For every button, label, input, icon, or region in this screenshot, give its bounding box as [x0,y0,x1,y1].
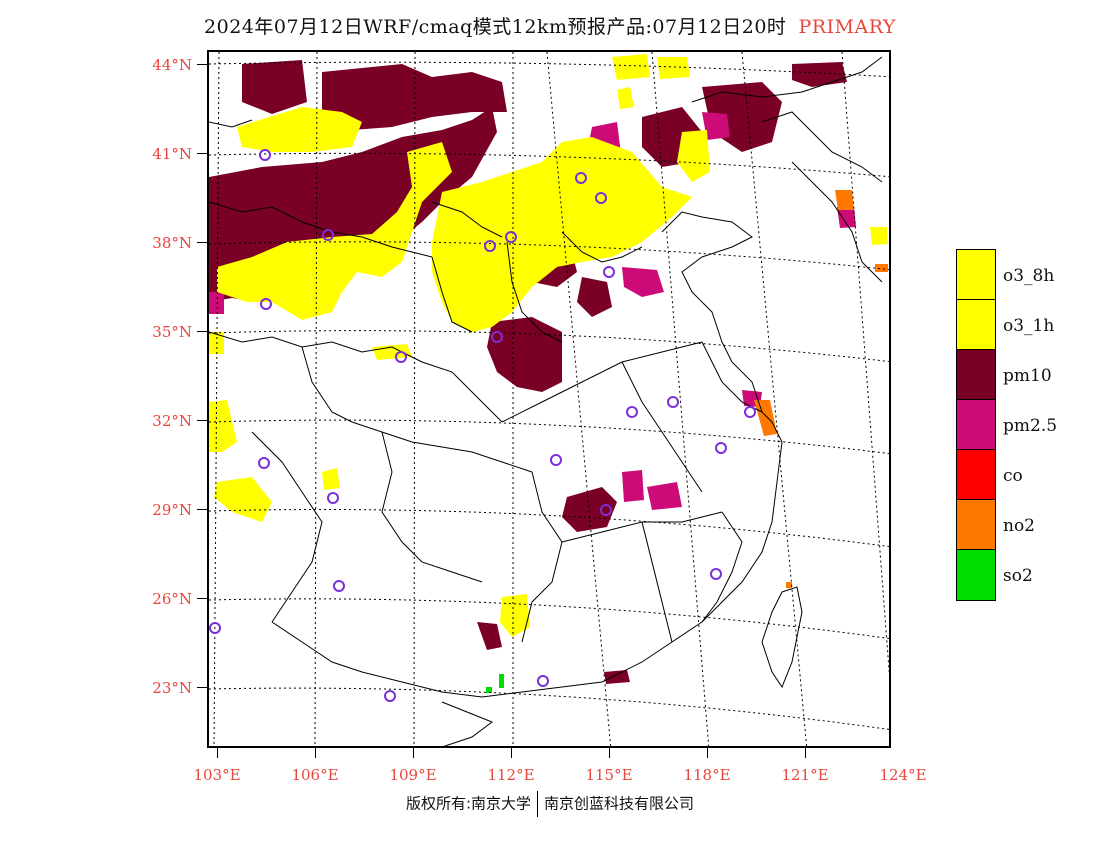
lat-tick [197,64,207,65]
legend-swatch-co [957,450,995,500]
lat-label-26: 26°N [152,590,192,608]
lon-tick [805,748,806,758]
lat-label-23: 23°N [152,679,192,697]
lat-tick [197,153,207,154]
lat-tick [197,509,207,510]
legend-swatch-so2 [957,550,995,600]
lon-tick [707,748,708,758]
legend-swatch-no2 [957,500,995,550]
lat-label-35: 35°N [152,323,192,341]
legend-label-no2: no2 [1003,516,1035,536]
forecast-map[interactable] [207,50,891,748]
no2-areas [754,190,888,588]
lon-tick [609,748,610,758]
lat-label-44: 44°N [152,56,192,74]
station-markers [209,149,756,702]
copyright-left: 版权所有:南京大学 [405,794,532,813]
map-title: 2024年07月12日WRF/cmaq模式12km预报产品:07月12日20时 P… [0,12,1100,39]
legend-label-pm10: pm10 [1003,366,1052,386]
boundaries [209,56,883,746]
copyright-right: 南京创蓝科技有限公司 [544,794,695,813]
map-title-tag: PRIMARY [798,16,896,38]
lat-label-38: 38°N [152,234,192,252]
legend-swatch-o3-8h [957,250,995,300]
lon-label-103: 103°E [193,766,241,784]
lat-tick [197,331,207,332]
legend-label-o3-8h: o3_8h [1003,266,1055,286]
lat-tick [197,687,207,688]
legend-swatch-pm10 [957,350,995,400]
graticule [209,52,889,746]
lon-tick [315,748,316,758]
lat-label-41: 41°N [152,145,192,163]
lat-tick [197,420,207,421]
map-canvas [209,52,889,746]
lon-label-124: 124°E [879,766,927,784]
lon-tick [413,748,414,758]
lon-label-106: 106°E [291,766,339,784]
lon-label-115: 115°E [585,766,633,784]
lon-label-112: 112°E [487,766,535,784]
legend-label-pm25: pm2.5 [1003,416,1058,436]
lat-label-32: 32°N [152,412,192,430]
lon-tick [217,748,218,758]
lon-label-109: 109°E [389,766,437,784]
legend-label-o3-1h: o3_1h [1003,316,1055,336]
lat-tick [197,598,207,599]
footer-divider [537,791,539,817]
lon-tick [511,748,512,758]
legend-swatch-pm25 [957,400,995,450]
lon-label-121: 121°E [781,766,829,784]
lat-label-29: 29°N [152,501,192,519]
legend-label-so2: so2 [1003,566,1033,586]
pollutant-legend [956,249,996,601]
lon-label-118: 118°E [683,766,731,784]
legend-swatch-o3-1h [957,300,995,350]
so2-areas [486,674,504,693]
lat-tick [197,242,207,243]
map-title-main: 2024年07月12日WRF/cmaq模式12km预报产品:07月12日20时 [204,16,787,38]
legend-label-co: co [1003,466,1023,486]
copyright-footer: 版权所有:南京大学 南京创蓝科技有限公司 [0,791,1100,817]
